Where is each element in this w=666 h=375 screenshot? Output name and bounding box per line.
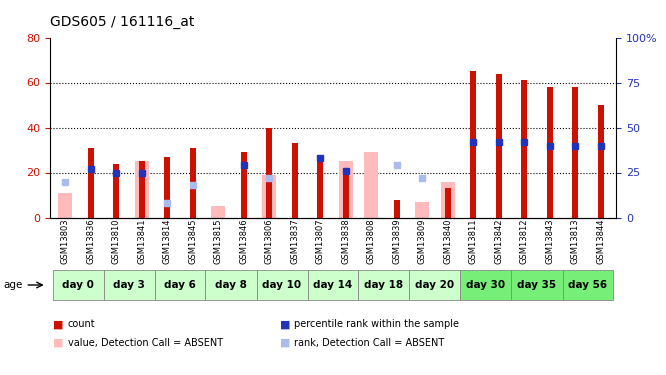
Text: day 6: day 6 — [164, 280, 196, 290]
Text: GSM13844: GSM13844 — [596, 219, 605, 264]
FancyBboxPatch shape — [103, 270, 155, 300]
FancyBboxPatch shape — [511, 270, 563, 300]
FancyBboxPatch shape — [358, 270, 410, 300]
Text: ■: ■ — [53, 338, 64, 348]
Text: day 10: day 10 — [262, 280, 302, 290]
Bar — [113, 164, 119, 218]
Bar — [88, 148, 93, 217]
Text: day 0: day 0 — [62, 280, 94, 290]
Bar — [58, 193, 73, 217]
FancyBboxPatch shape — [155, 270, 206, 300]
Bar — [573, 87, 578, 218]
Bar — [292, 143, 298, 218]
FancyBboxPatch shape — [206, 270, 256, 300]
Bar — [496, 74, 501, 217]
Text: day 35: day 35 — [517, 280, 557, 290]
Text: day 30: day 30 — [466, 280, 505, 290]
Text: day 3: day 3 — [113, 280, 145, 290]
Bar — [415, 202, 430, 217]
Bar — [262, 175, 276, 217]
Text: day 8: day 8 — [215, 280, 247, 290]
Text: age: age — [3, 280, 23, 290]
FancyBboxPatch shape — [53, 270, 103, 300]
Text: GDS605 / 161116_at: GDS605 / 161116_at — [50, 15, 194, 29]
Text: GSM13815: GSM13815 — [214, 219, 222, 264]
Bar — [211, 206, 225, 218]
Bar — [241, 152, 246, 217]
Text: rank, Detection Call = ABSENT: rank, Detection Call = ABSENT — [294, 338, 445, 348]
Text: day 14: day 14 — [314, 280, 352, 290]
Text: count: count — [68, 320, 95, 329]
Bar — [470, 71, 476, 217]
Text: ■: ■ — [53, 320, 64, 329]
Text: GSM13814: GSM13814 — [163, 219, 172, 264]
Text: day 18: day 18 — [364, 280, 404, 290]
Bar — [165, 157, 170, 218]
Bar — [441, 182, 455, 218]
Bar — [318, 161, 323, 218]
Text: GSM13811: GSM13811 — [469, 219, 478, 264]
Text: GSM13841: GSM13841 — [137, 219, 147, 264]
Text: day 20: day 20 — [416, 280, 455, 290]
Text: GSM13845: GSM13845 — [188, 219, 197, 264]
Text: GSM13810: GSM13810 — [112, 219, 121, 264]
Text: GSM13808: GSM13808 — [367, 219, 376, 264]
FancyBboxPatch shape — [308, 270, 358, 300]
Text: GSM13837: GSM13837 — [290, 219, 299, 264]
Bar — [364, 152, 378, 217]
Text: ■: ■ — [280, 320, 290, 329]
Text: GSM13836: GSM13836 — [87, 219, 95, 264]
Bar — [394, 200, 400, 217]
Bar — [266, 128, 272, 218]
Text: GSM13803: GSM13803 — [61, 219, 70, 264]
Text: day 56: day 56 — [569, 280, 607, 290]
Text: GSM13838: GSM13838 — [341, 219, 350, 264]
Bar — [139, 161, 145, 218]
Text: GSM13839: GSM13839 — [392, 219, 401, 264]
Text: GSM13813: GSM13813 — [571, 219, 579, 264]
Bar — [190, 148, 196, 217]
Bar — [135, 161, 149, 218]
Text: GSM13840: GSM13840 — [444, 219, 452, 264]
Text: GSM13807: GSM13807 — [316, 219, 325, 264]
Text: GSM13806: GSM13806 — [265, 219, 274, 264]
Text: GSM13842: GSM13842 — [494, 219, 503, 264]
Text: GSM13843: GSM13843 — [545, 219, 554, 264]
Text: value, Detection Call = ABSENT: value, Detection Call = ABSENT — [68, 338, 223, 348]
Bar — [339, 161, 353, 218]
Text: ■: ■ — [280, 338, 290, 348]
Bar — [547, 87, 553, 218]
Bar — [445, 188, 451, 218]
FancyBboxPatch shape — [460, 270, 511, 300]
FancyBboxPatch shape — [563, 270, 613, 300]
Text: GSM13846: GSM13846 — [239, 219, 248, 264]
Bar — [343, 170, 348, 217]
Text: GSM13809: GSM13809 — [418, 219, 427, 264]
Text: GSM13812: GSM13812 — [519, 219, 529, 264]
Text: percentile rank within the sample: percentile rank within the sample — [294, 320, 460, 329]
FancyBboxPatch shape — [410, 270, 460, 300]
Bar — [598, 105, 603, 218]
FancyBboxPatch shape — [256, 270, 308, 300]
Bar — [521, 80, 527, 218]
